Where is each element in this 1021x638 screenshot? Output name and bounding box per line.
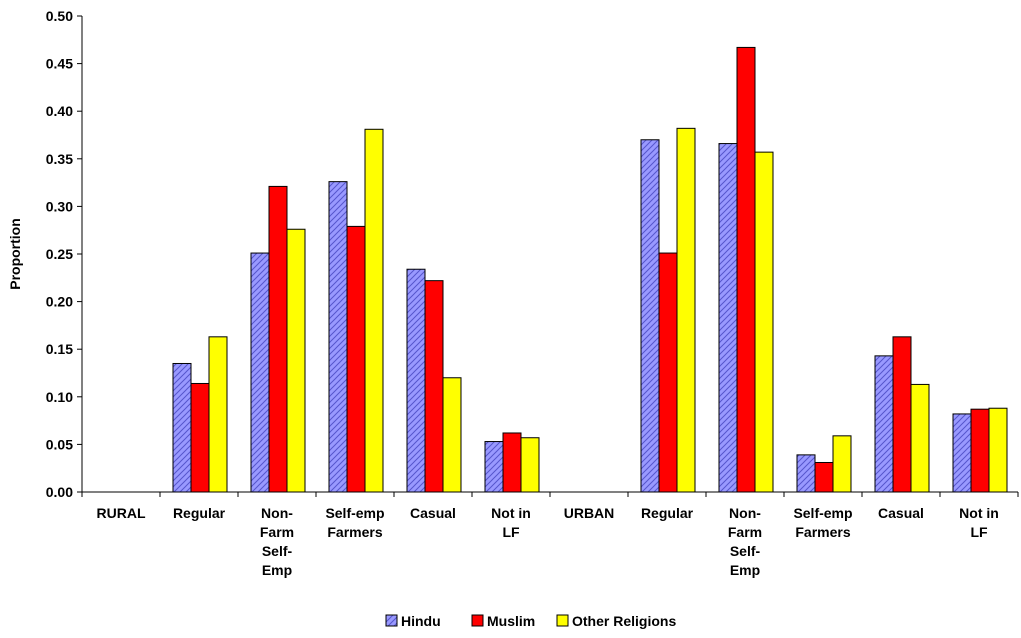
x-category-label: Casual — [878, 505, 924, 521]
y-tick-label: 0.10 — [46, 389, 73, 405]
bar-muslim-9 — [814, 461, 834, 493]
bar-hindu-10 — [874, 355, 894, 493]
bar-other-religions-5 — [520, 437, 540, 493]
bar-muslim-1 — [190, 382, 210, 493]
y-tick-label: 0.45 — [46, 56, 73, 72]
x-category-label: Self-emp Farmers — [325, 505, 384, 540]
y-tick-label: 0.50 — [46, 8, 73, 24]
x-category-label: Casual — [410, 505, 456, 521]
bar-hindu-2 — [250, 252, 270, 493]
legend-label-muslim: Muslim — [487, 613, 535, 629]
bar-other-religions-4 — [442, 377, 462, 493]
bar-other-religions-8 — [754, 151, 774, 493]
x-category-label: Not in LF — [491, 505, 531, 540]
bar-muslim-2 — [268, 185, 288, 493]
y-tick-label: 0.15 — [46, 341, 73, 357]
y-axis-title: Proportion — [7, 218, 23, 290]
y-tick-label: 0.35 — [46, 151, 73, 167]
bar-hindu-1 — [172, 362, 192, 493]
bar-hindu-8 — [718, 143, 738, 493]
bar-hindu-7 — [640, 139, 660, 493]
bar-other-religions-1 — [208, 336, 228, 493]
x-category-label: URBAN — [564, 505, 615, 521]
x-category-label: Non-Farm Self-Emp — [260, 505, 294, 578]
bar-hindu-5 — [484, 441, 504, 493]
bar-hindu-11 — [952, 413, 972, 493]
bar-other-religions-3 — [364, 128, 384, 493]
x-category-label: Regular — [173, 505, 226, 521]
bar-hindu-3 — [328, 181, 348, 493]
x-category-label: Regular — [641, 505, 694, 521]
y-tick-label: 0.05 — [46, 436, 73, 452]
y-tick-label: 0.25 — [46, 246, 73, 262]
bar-muslim-8 — [736, 46, 756, 493]
y-tick-label: 0.30 — [46, 198, 73, 214]
x-category-label: RURAL — [97, 505, 146, 521]
bar-other-religions-9 — [832, 435, 852, 493]
y-tick-label: 0.00 — [46, 484, 73, 500]
bar-other-religions-2 — [286, 228, 306, 493]
bar-muslim-11 — [970, 408, 990, 493]
bar-other-religions-10 — [910, 383, 930, 493]
x-category-label: Not in LF — [959, 505, 999, 540]
bar-muslim-7 — [658, 252, 678, 493]
x-category-label: Non-Farm Self-Emp — [728, 505, 762, 578]
legend-label-other-religions: Other Religions — [572, 613, 676, 629]
legend-swatch-hindu — [385, 614, 398, 627]
x-category-label: Self-emp Farmers — [793, 505, 852, 540]
legend-swatch-muslim — [471, 614, 484, 627]
bar-hindu-4 — [406, 268, 426, 493]
bar-muslim-4 — [424, 280, 444, 493]
y-tick-label: 0.20 — [46, 294, 73, 310]
y-tick-label: 0.40 — [46, 103, 73, 119]
bar-other-religions-11 — [988, 407, 1008, 493]
bar-muslim-5 — [502, 432, 522, 493]
bar-hindu-9 — [796, 454, 816, 493]
legend-swatch-other-religions — [556, 614, 569, 627]
bar-muslim-3 — [346, 225, 366, 493]
bar-muslim-10 — [892, 336, 912, 493]
bar-other-religions-7 — [676, 127, 696, 493]
legend-label-hindu: Hindu — [401, 613, 441, 629]
